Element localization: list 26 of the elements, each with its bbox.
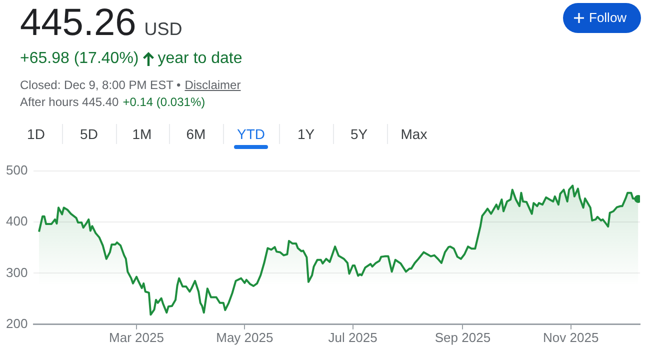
text: 1D: [26, 126, 46, 142]
text: Max: [400, 126, 428, 142]
y-tick-label: 500: [6, 162, 28, 178]
text: 1M: [131, 126, 153, 142]
text: year to date: [158, 50, 242, 68]
text: +65.98 (17.40%): [20, 50, 139, 68]
text: YTD: [236, 126, 266, 142]
y-tick-label: 200: [6, 316, 28, 331]
x-tick-label: May 2025: [216, 330, 274, 345]
text: After hours 445.40: [20, 95, 119, 109]
text: 5D: [79, 126, 99, 142]
x-tick-label: Nov 2025: [543, 330, 599, 345]
y-tick-label: 400: [6, 214, 28, 229]
chart-subtitle: USD: [144, 19, 182, 40]
text: 1Y: [296, 126, 316, 142]
text: 6M: [185, 126, 207, 142]
text: Closed: Dec 9, 8:00 PM EST •: [20, 78, 181, 92]
text: +0.14 (0.031%): [122, 95, 206, 109]
text: 5Y: [349, 126, 369, 142]
chart-title: 445.26: [20, 2, 136, 45]
x-tick-label: Sep 2025: [434, 330, 491, 345]
x-tick-label: Mar 2025: [109, 330, 164, 345]
text: Follow: [589, 10, 627, 25]
text: Disclaimer: [184, 78, 241, 92]
y-tick-label: 300: [6, 264, 28, 280]
x-tick-label: Jul 2025: [328, 330, 378, 345]
